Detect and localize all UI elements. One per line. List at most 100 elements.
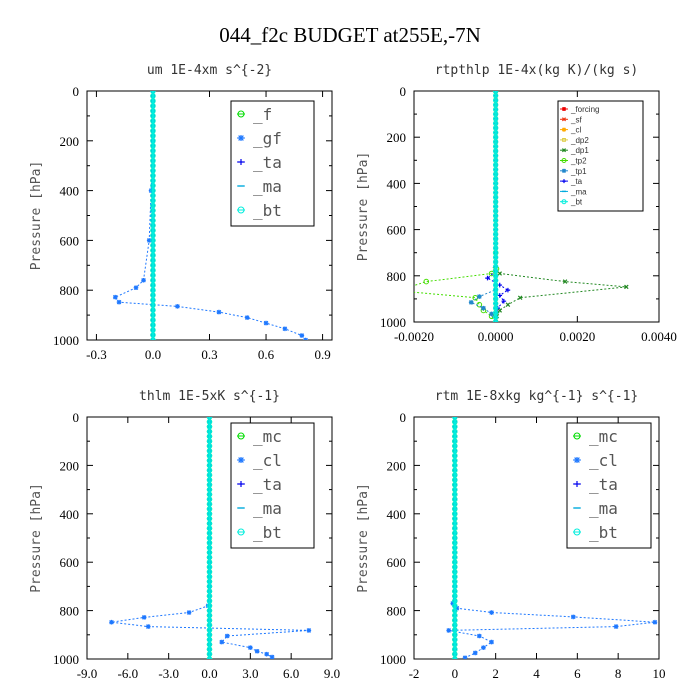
y-tick-label: 800 — [60, 283, 80, 298]
series-marker — [150, 118, 156, 124]
x-tick-label: -6.0 — [118, 666, 139, 681]
legend-entry-label: _ma — [253, 177, 282, 196]
y-tick-label: 0 — [73, 84, 80, 99]
chart-panel-4: rtm 1E-8xkg kg^{-1} s^{-1} Pressure [hPa]… — [356, 389, 666, 681]
x-tick-label: 6 — [574, 666, 581, 681]
legend-entry-label: _bt — [589, 523, 618, 542]
legend-entry-label: _bt — [253, 201, 282, 220]
series-marker — [150, 202, 156, 209]
series-marker — [505, 287, 511, 293]
legend-entry-label: _gf — [253, 129, 282, 148]
series-marker — [303, 337, 308, 340]
legend-swatch-marker — [238, 159, 244, 165]
series-marker — [652, 619, 658, 625]
series-marker — [150, 277, 156, 283]
series-marker — [112, 294, 118, 300]
series-marker — [150, 192, 156, 199]
series-marker — [150, 182, 156, 189]
legend-swatch-marker — [238, 457, 244, 463]
series-marker — [488, 270, 495, 277]
legend-entry-label: _bt — [570, 198, 583, 207]
legend-swatch-marker — [573, 528, 581, 536]
figure-title: 044_f2c BUDGET at255E,-7N — [219, 23, 481, 47]
y-tick-label: 600 — [387, 223, 407, 238]
legend-entry-label: _ta — [570, 177, 583, 186]
legend-entry-label: _ma — [589, 499, 618, 518]
series-marker — [150, 262, 156, 268]
series-marker — [150, 153, 156, 159]
x-tick-label: -0.0020 — [394, 329, 434, 344]
x-tick-label: 10 — [653, 666, 666, 681]
y-tick-label: 800 — [60, 604, 80, 619]
legend-swatch-marker — [561, 148, 567, 153]
series-marker — [150, 317, 156, 323]
series-marker — [269, 654, 275, 659]
legend-entry-label: _dp1 — [570, 146, 589, 155]
series-marker — [299, 333, 305, 338]
series-marker — [150, 93, 156, 99]
legend-swatch-marker — [561, 127, 567, 132]
series-marker — [150, 172, 156, 179]
y-axis-label: Pressure [hPa] — [29, 161, 44, 271]
series-marker — [150, 242, 156, 249]
series-marker — [141, 277, 146, 283]
x-tick-label: -3.0 — [158, 666, 179, 681]
y-axis-label: Pressure [hPa] — [356, 483, 371, 593]
x-tick-label: -2 — [409, 666, 420, 681]
series-marker — [505, 302, 511, 307]
x-tick-label: 0.6 — [258, 347, 275, 362]
legend-swatch-marker — [238, 481, 244, 487]
series-marker — [141, 615, 147, 620]
legend-swatch-marker — [574, 481, 580, 487]
legend-entry-label: _cl — [589, 451, 618, 470]
x-tick-label: 0.0020 — [559, 329, 595, 344]
y-tick-label: 800 — [387, 604, 407, 619]
x-tick-label: 0.3 — [201, 347, 217, 362]
legend-entry-label: _f — [253, 105, 272, 124]
series-marker — [481, 645, 486, 650]
series-marker — [150, 143, 156, 149]
series-marker — [150, 167, 156, 174]
series-marker — [150, 237, 156, 244]
legend-entry-label: _forcing — [570, 105, 599, 114]
legend-swatch-marker — [561, 168, 567, 173]
series-group — [446, 417, 658, 659]
x-tick-label: 4 — [533, 666, 540, 681]
series-marker — [150, 148, 156, 154]
x-tick-label: 8 — [615, 666, 622, 681]
series-group — [112, 91, 308, 340]
x-tick-label: 3.0 — [242, 666, 258, 681]
legend-box — [230, 100, 315, 227]
y-tick-label: 600 — [387, 555, 407, 570]
series-marker — [150, 267, 156, 273]
series-marker — [248, 645, 253, 650]
legend-entry-label: _ta — [589, 475, 618, 494]
series-marker — [150, 207, 156, 214]
panel-title: thlm 1E-5xK s^{-1} — [139, 389, 280, 404]
y-tick-label: 600 — [60, 233, 80, 248]
series-marker — [423, 278, 430, 285]
series-marker — [150, 292, 156, 298]
series-marker — [306, 628, 312, 633]
series-marker — [244, 315, 250, 320]
series-marker — [150, 332, 156, 338]
series-marker — [150, 163, 156, 169]
series-marker — [150, 128, 156, 134]
panel-title: um 1E-4xm s^{-2} — [147, 63, 272, 78]
series-marker — [562, 279, 568, 284]
series-marker — [216, 309, 222, 315]
x-tick-label: 9.0 — [324, 666, 340, 681]
series-group — [109, 417, 312, 659]
y-tick-label: 1000 — [53, 652, 79, 667]
series-marker — [468, 300, 474, 305]
series-marker — [452, 656, 458, 659]
x-tick-label: 2 — [492, 666, 499, 681]
series-marker — [481, 305, 486, 311]
series-marker — [219, 639, 225, 645]
series-marker — [477, 294, 482, 299]
series-marker — [150, 113, 156, 119]
legend-swatch-marker — [237, 432, 245, 440]
series-marker — [150, 327, 156, 333]
y-tick-label: 1000 — [380, 315, 406, 330]
series-marker — [146, 238, 152, 243]
